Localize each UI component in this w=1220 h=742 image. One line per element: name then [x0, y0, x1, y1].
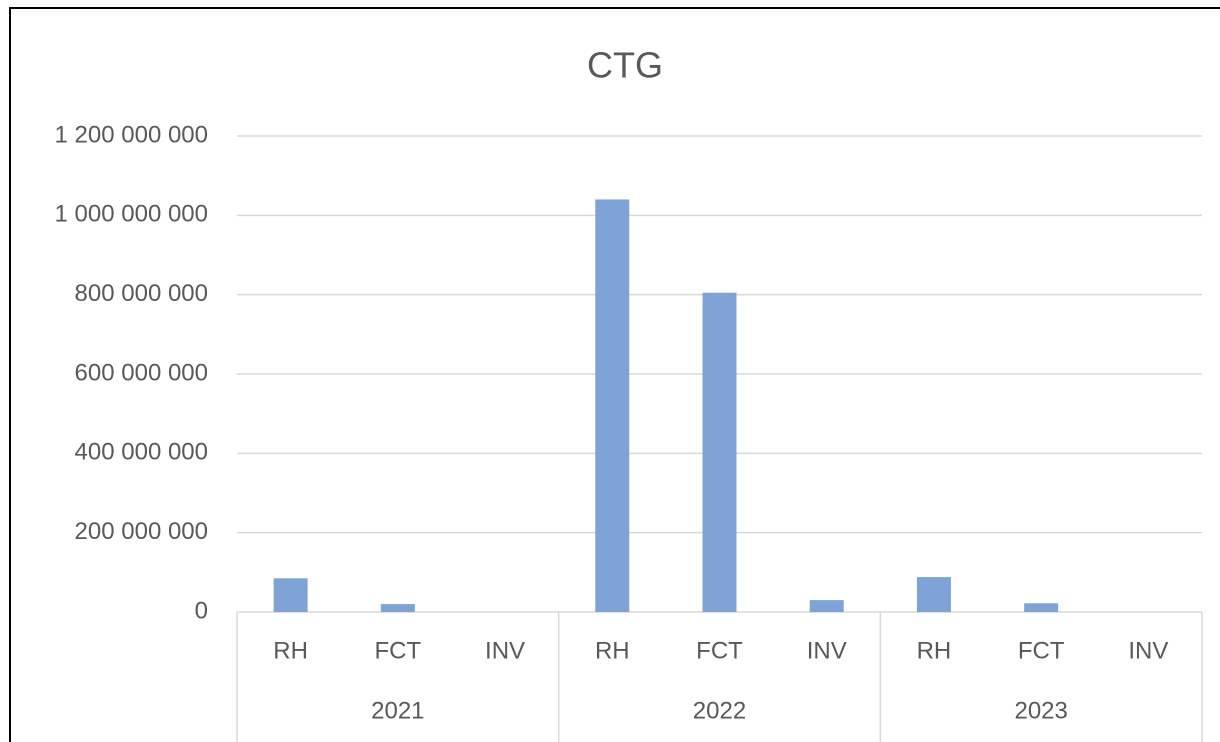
x-tick-label: RH	[273, 637, 308, 664]
frame	[9, 7, 1220, 742]
bar	[273, 578, 308, 612]
y-tick-label: 800 000 000	[75, 280, 208, 307]
chart-title: CTG	[587, 45, 663, 86]
y-tick-label: 1 200 000 000	[55, 121, 208, 148]
x-tick-label: RH	[595, 637, 630, 664]
bar	[380, 604, 415, 612]
x-tick-label: INV	[807, 637, 847, 664]
x-tick-label: FCT	[696, 637, 743, 664]
x-tick-label: RH	[917, 637, 952, 664]
bar	[916, 577, 951, 612]
bar	[809, 600, 844, 612]
y-tick-label: 0	[195, 597, 208, 624]
x-tick-label: FCT	[375, 637, 422, 664]
x-tick-label: INV	[485, 637, 525, 664]
group-label: 2021	[371, 697, 424, 724]
x-tick-label: INV	[1128, 637, 1168, 664]
bar	[702, 292, 737, 612]
x-tick-label: FCT	[1018, 637, 1065, 664]
bar	[595, 199, 630, 612]
bar	[1024, 603, 1059, 612]
group-label: 2023	[1014, 697, 1067, 724]
y-tick-label: 400 000 000	[75, 439, 208, 466]
group-label: 2022	[693, 697, 746, 724]
y-tick-label: 1 000 000 000	[55, 201, 208, 228]
y-tick-label: 600 000 000	[75, 359, 208, 386]
y-tick-label: 200 000 000	[75, 518, 208, 545]
